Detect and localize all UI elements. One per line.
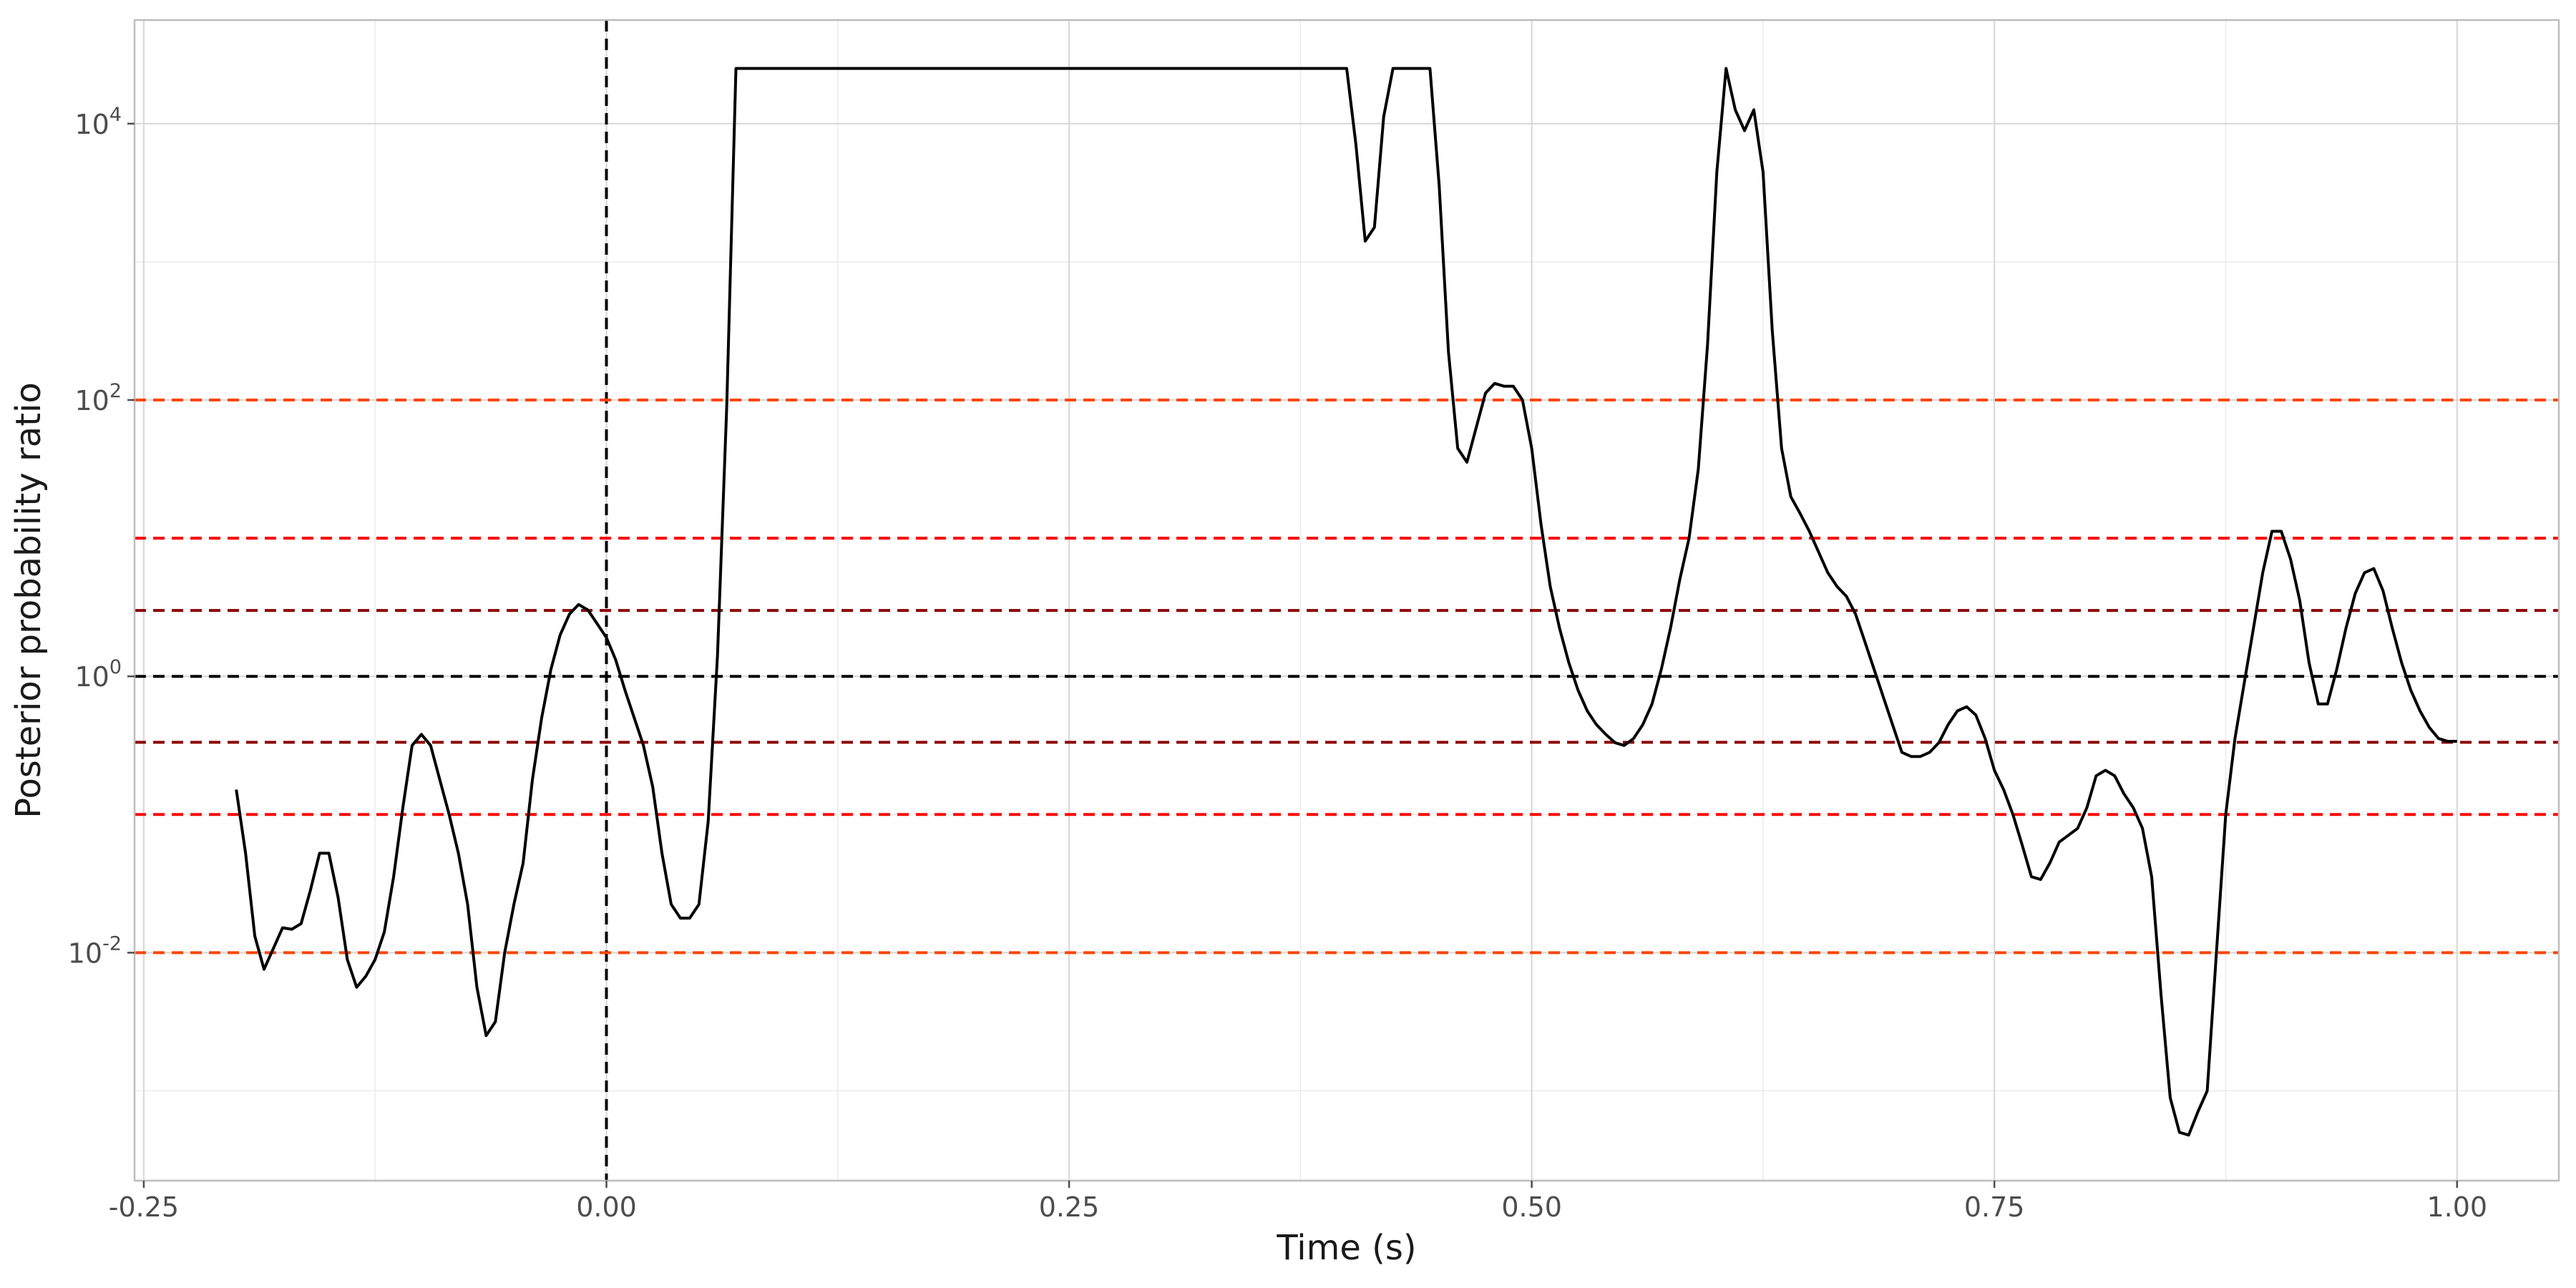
x-tick-label: 0.00 <box>576 1191 637 1223</box>
y-tick-label: 102 <box>74 380 122 416</box>
x-tick-label: 0.25 <box>1039 1191 1100 1223</box>
y-axis-title: Posterior probability ratio <box>9 382 49 818</box>
x-axis-ticks: -0.25 0.00 0.25 0.50 0.75 1.00 <box>109 1181 2487 1223</box>
plot-panel <box>135 20 2559 1181</box>
x-tick-label: -0.25 <box>109 1191 179 1223</box>
x-tick-label: 0.75 <box>1964 1191 2025 1223</box>
posterior-ratio-line <box>235 67 2457 1137</box>
y-tick-label: 10-2 <box>68 932 122 969</box>
y-tick-label: 100 <box>74 656 122 693</box>
x-tick-label: 0.50 <box>1501 1191 1562 1223</box>
series-layer <box>235 67 2457 1137</box>
y-axis-ticks: 10-2 100 102 104 <box>68 104 135 969</box>
x-tick-label: 1.00 <box>2426 1191 2487 1223</box>
y-tick-label: 104 <box>74 104 122 140</box>
plot-border <box>133 19 2560 1182</box>
reference-lines <box>135 20 2559 1181</box>
x-axis-title: Time (s) <box>1276 1228 1416 1268</box>
